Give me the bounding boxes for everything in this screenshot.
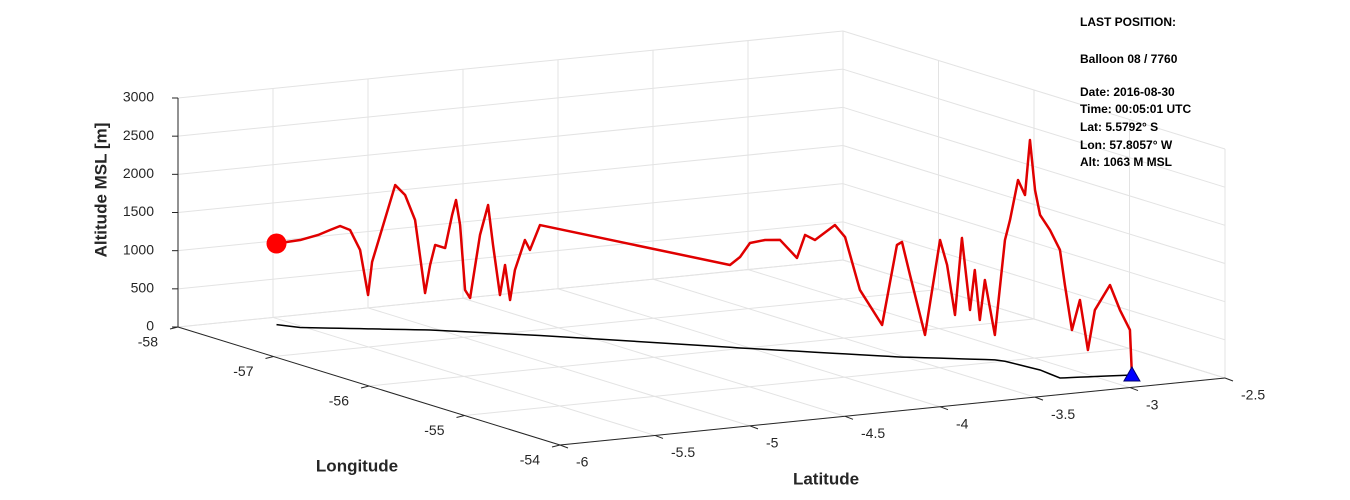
x-tick-label: -3.5 [1051,406,1075,422]
annotation-line: Lat: 5.5792° S [1080,120,1158,134]
z-tick-label: 0 [146,318,154,334]
z-tick-label: 2000 [123,165,154,181]
x-tick [559,444,569,449]
annotation-line: Lon: 57.8057° W [1080,138,1173,152]
grid-line [177,145,844,213]
x-tick-label: -4 [956,415,969,431]
grid-line [464,348,1130,416]
x-tick-label: -3 [1146,396,1159,412]
x-tick [939,406,949,411]
z-tick-label: 1500 [123,203,154,219]
y-tick [265,356,274,359]
y-tick-label: -57 [233,363,253,379]
ground-track [276,323,1132,379]
y-axis-title: Longitude [316,456,398,475]
y-tick-label: -58 [138,334,158,350]
grid-line [177,30,844,99]
x-tick-label: -4.5 [861,425,885,441]
grid-line [177,106,844,175]
x-tick [1129,387,1139,392]
x-axis [559,377,1226,446]
grid-line [177,68,844,137]
grid-line [273,289,939,357]
x-tick [1224,377,1234,382]
y-tick [551,444,561,448]
z-axis-title: Altitude MSL [m] [91,123,110,258]
z-tick-label: 3000 [123,89,154,105]
grid-line [177,183,844,252]
grid-line [177,221,844,290]
z-tick-label: 1000 [123,241,154,257]
annotation-line: Alt: 1063 M MSL [1080,155,1172,169]
annotation-line: Time: 00:05:01 UTC [1080,102,1191,116]
z-tick-label: 2500 [123,127,154,143]
y-tick-label: -55 [424,422,444,438]
annotation-line: Balloon 08 / 7760 [1080,52,1178,66]
start-marker [1123,366,1141,382]
x-tick-label: -2.5 [1241,387,1265,403]
z-tick-label: 500 [131,280,155,296]
x-tick [844,415,854,420]
y-tick [360,385,370,389]
y-tick [169,326,179,330]
x-tick-label: -6 [576,454,589,470]
x-tick-label: -5 [766,435,779,451]
grid-line [368,318,1035,387]
end-marker [266,233,287,254]
y-tick [456,415,465,418]
x-tick-label: -5.5 [671,444,695,460]
y-tick-label: -54 [520,452,540,468]
y-tick-label: -56 [329,393,349,409]
x-tick [1034,396,1044,401]
x-axis-title: Latitude [793,469,859,488]
annotation-line: LAST POSITION: [1080,15,1176,29]
flight-path [276,138,1134,376]
annotation-line: Date: 2016-08-30 [1080,85,1175,99]
x-tick [654,434,664,439]
x-tick [749,425,759,430]
